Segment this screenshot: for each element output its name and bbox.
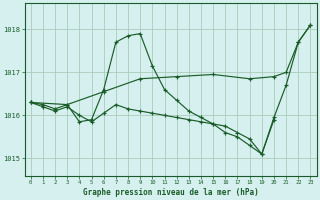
X-axis label: Graphe pression niveau de la mer (hPa): Graphe pression niveau de la mer (hPa) bbox=[83, 188, 259, 197]
